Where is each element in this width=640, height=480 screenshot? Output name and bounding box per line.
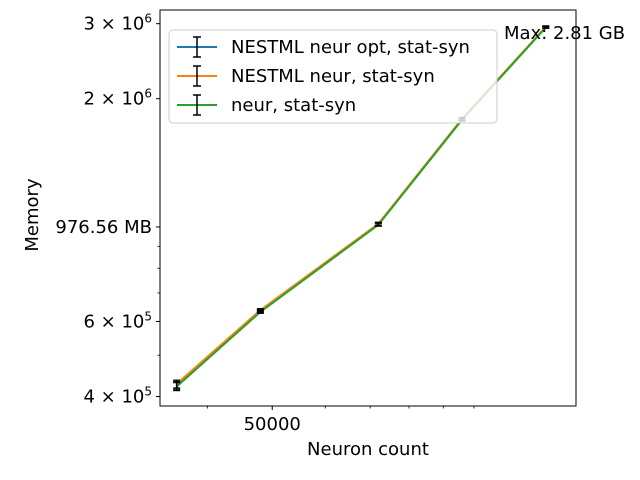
- legend-entries: NESTML neur opt, stat-syn NESTML neur, st…: [177, 36, 470, 116]
- plot-frame: [159, 9, 577, 407]
- y-tick-label: 6 × 105: [83, 309, 152, 332]
- legend-entry: neur, stat-syn: [177, 94, 356, 116]
- legend-label: neur, stat-syn: [231, 95, 356, 116]
- y-axis-ticks: 4 × 105 6 × 105 976.56 MB 2 × 106 3 × 106: [55, 12, 160, 408]
- x-axis-label: Neuron count: [307, 439, 429, 460]
- x-axis-ticks: 50000: [244, 406, 301, 435]
- y-tick-label: 3 × 106: [83, 12, 152, 35]
- legend-box: [168, 29, 498, 124]
- legend-label: NESTML neur, stat-syn: [231, 66, 435, 87]
- x-tick-label: 50000: [244, 414, 301, 435]
- y-axis-label: Memory: [22, 178, 43, 252]
- y-tick-label: 976.56 MB: [55, 217, 152, 238]
- legend-label: NESTML neur opt, stat-syn: [231, 37, 470, 58]
- y-tick-label: 2 × 106: [83, 87, 152, 110]
- legend-entry: NESTML neur, stat-syn: [177, 65, 435, 87]
- y-tick-label: 4 × 105: [83, 385, 152, 408]
- max-annotation: Max: 2.81 GB: [504, 23, 625, 44]
- legend-entry: NESTML neur opt, stat-syn: [177, 36, 470, 58]
- legend: NESTML neur opt, stat-syn NESTML neur, st…: [168, 29, 498, 124]
